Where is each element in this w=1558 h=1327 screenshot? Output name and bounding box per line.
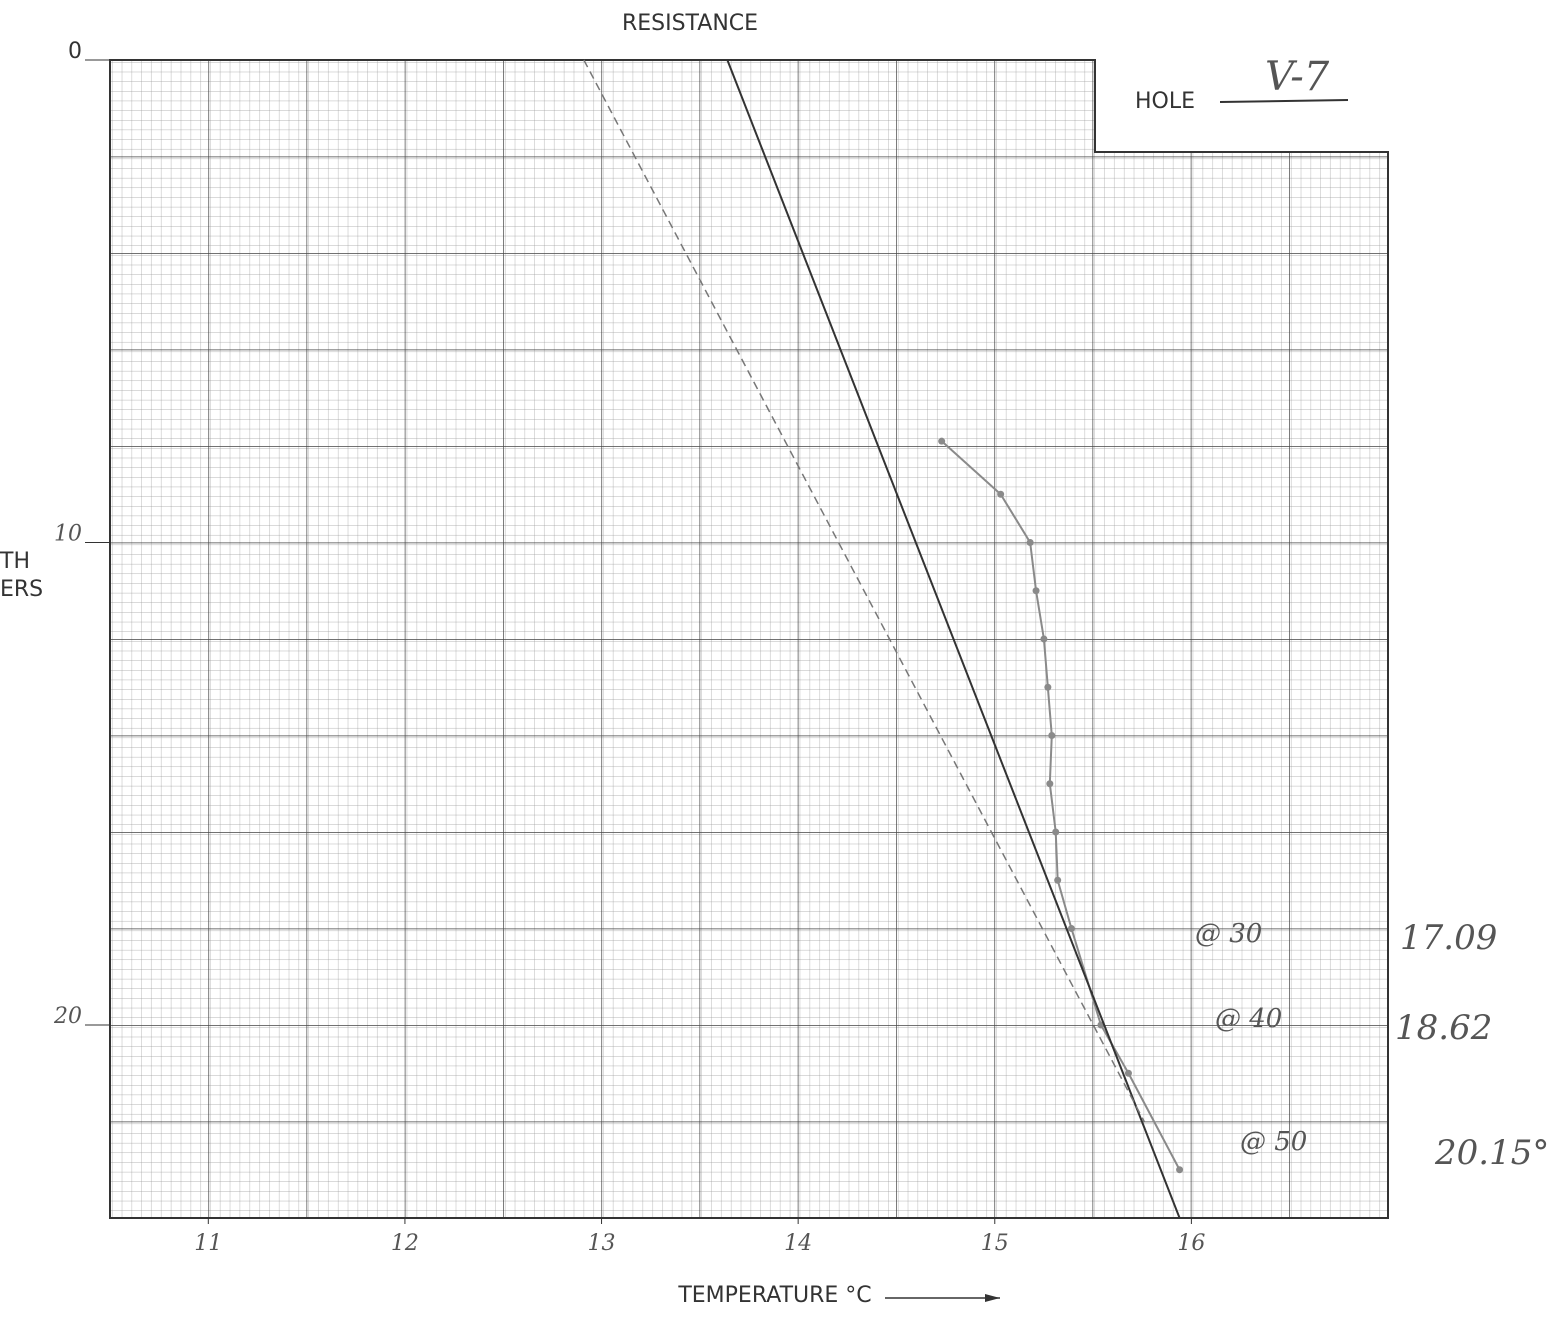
data-point bbox=[1067, 925, 1075, 932]
graph-paper bbox=[109, 59, 1389, 1219]
y-axis-label: TH bbox=[0, 549, 30, 574]
series-line bbox=[726, 59, 1181, 1219]
series-line bbox=[941, 440, 1181, 1171]
data-point bbox=[1176, 1166, 1184, 1174]
x-axis-arrowhead bbox=[985, 1294, 1000, 1302]
hole-id: V-7 bbox=[1265, 54, 1330, 100]
y-tick-label: 10 bbox=[54, 522, 82, 547]
chart-title: RESISTANCE bbox=[622, 11, 758, 36]
x-tick-label: 13 bbox=[588, 1231, 616, 1256]
annotation: 18.62 bbox=[1395, 1008, 1492, 1048]
data-point bbox=[1054, 876, 1062, 884]
data-point bbox=[1032, 587, 1040, 595]
x-tick-label: 15 bbox=[981, 1231, 1009, 1256]
annotation: 20.15° bbox=[1434, 1133, 1549, 1173]
annotation: @ 50 bbox=[1240, 1127, 1307, 1157]
data-point bbox=[938, 437, 946, 445]
data-point bbox=[1124, 1069, 1132, 1077]
data-point bbox=[1052, 828, 1060, 836]
data-point bbox=[1040, 635, 1048, 643]
data-point bbox=[1026, 539, 1034, 546]
y-tick-label: 0 bbox=[68, 39, 82, 64]
y-axis-label: ERS bbox=[0, 577, 43, 602]
x-tick-label: 14 bbox=[784, 1231, 812, 1256]
data-point bbox=[1044, 683, 1052, 691]
x-tick-label: 12 bbox=[391, 1231, 419, 1256]
annotation: @ 30 bbox=[1195, 919, 1262, 949]
x-axis-label: TEMPERATURE °C bbox=[677, 1283, 871, 1308]
annotation: @ 40 bbox=[1215, 1004, 1282, 1034]
data-point bbox=[1046, 780, 1054, 788]
data-point bbox=[997, 490, 1005, 498]
hole-underline bbox=[1219, 99, 1349, 103]
y-tick-label: 20 bbox=[53, 1004, 82, 1029]
series-line bbox=[583, 59, 1145, 1122]
x-tick-label: 11 bbox=[194, 1231, 222, 1256]
hole-label: HOLE bbox=[1135, 89, 1195, 114]
x-tick-label: 16 bbox=[1177, 1231, 1205, 1256]
annotation: 17.09 bbox=[1400, 918, 1497, 958]
data-point bbox=[1048, 732, 1056, 739]
